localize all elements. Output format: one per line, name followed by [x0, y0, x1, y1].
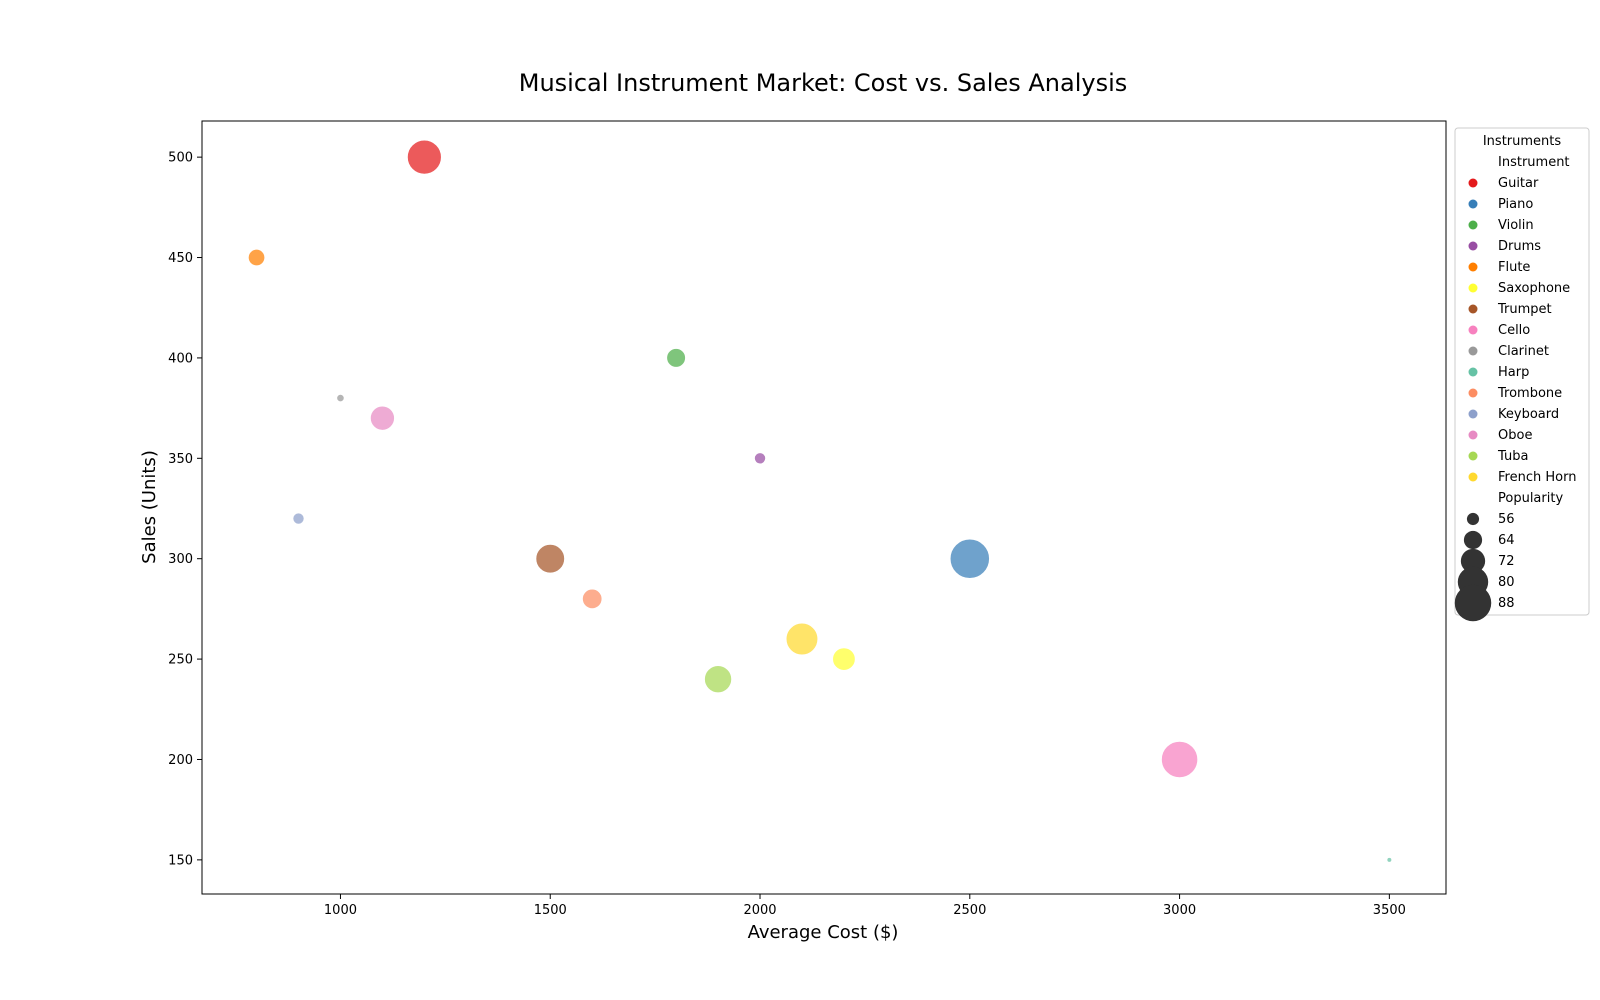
legend-item-label: Trombone	[1497, 386, 1562, 401]
y-tick-label: 250	[168, 653, 193, 668]
point-flute	[247, 248, 266, 267]
data-points	[247, 139, 1393, 863]
plot-area	[201, 120, 1447, 895]
legend-item-label: Saxophone	[1498, 281, 1570, 296]
legend-item-label: Drums	[1498, 239, 1541, 254]
legend-item-label: Guitar	[1498, 176, 1539, 191]
y-tick-label: 450	[168, 251, 193, 266]
legend-title: Instruments	[1483, 134, 1562, 149]
point-trumpet	[535, 543, 566, 574]
x-tick-label: 2500	[953, 903, 986, 918]
legend-size-marker	[1463, 530, 1483, 550]
legend-item-label: Clarinet	[1498, 344, 1549, 359]
x-axis-ticks: 1000 1500 2000 2500 3000 3500	[324, 894, 1406, 918]
y-axis-label: Sales (Units)	[139, 450, 160, 564]
legend-box	[1454, 127, 1590, 616]
x-axis-label: Average Cost ($)	[748, 922, 899, 943]
point-cello	[1160, 740, 1199, 779]
legend-size-label: 80	[1498, 575, 1515, 590]
chart-title: Musical Instrument Market: Cost vs. Sale…	[519, 69, 1128, 97]
legend-item-label: Piano	[1498, 197, 1533, 212]
legend-size-label: 64	[1498, 533, 1515, 548]
x-tick-label: 2000	[743, 903, 776, 918]
point-drums	[753, 452, 767, 465]
y-tick-label: 150	[168, 853, 193, 868]
legend-marker	[1468, 262, 1478, 272]
point-violin	[666, 347, 687, 368]
legend-marker	[1468, 346, 1478, 356]
point-french-horn	[785, 622, 819, 656]
legend-item-label: Oboe	[1498, 428, 1532, 443]
legend-marker	[1468, 409, 1478, 419]
legend-hue-title: Instrument	[1498, 155, 1570, 170]
legend-item-label: Cello	[1498, 323, 1530, 338]
legend-size-label: 56	[1498, 512, 1515, 527]
y-axis-ticks: 150 200 250 300 350 400 450 500	[168, 151, 202, 868]
legend-marker	[1468, 430, 1478, 440]
y-tick-label: 500	[168, 151, 193, 166]
y-tick-label: 300	[168, 552, 193, 567]
legend-marker	[1468, 241, 1478, 251]
legend-size-label: 88	[1498, 596, 1515, 611]
legend-marker	[1468, 472, 1478, 482]
point-clarinet	[336, 393, 345, 403]
legend-item-label: French Horn	[1498, 470, 1576, 485]
legend-marker	[1468, 325, 1478, 335]
legend-size-marker	[1454, 584, 1492, 622]
legend-marker	[1468, 304, 1478, 314]
point-tuba	[703, 664, 733, 694]
legend-item-label: Flute	[1498, 260, 1530, 275]
legend-marker	[1468, 451, 1478, 461]
legend-marker	[1468, 220, 1478, 230]
legend-marker	[1468, 388, 1478, 398]
legend-marker	[1468, 199, 1478, 209]
legend-size-label: 72	[1498, 554, 1515, 569]
y-tick-label: 350	[168, 452, 193, 467]
x-tick-label: 1500	[534, 903, 567, 918]
legend-size-marker	[1460, 548, 1486, 574]
legend-item-label: Tuba	[1497, 449, 1528, 464]
x-tick-label: 3000	[1163, 903, 1196, 918]
legend-marker	[1468, 367, 1478, 377]
legend-item-label: Harp	[1498, 365, 1529, 380]
x-tick-label: 3500	[1373, 903, 1406, 918]
point-keyboard	[292, 512, 305, 525]
point-trombone	[581, 588, 603, 610]
legend-item-label: Keyboard	[1498, 407, 1559, 422]
x-tick-label: 1000	[324, 903, 357, 918]
y-tick-label: 200	[168, 753, 193, 768]
point-oboe	[369, 405, 396, 431]
legend-marker	[1468, 283, 1478, 293]
point-piano	[949, 538, 991, 579]
legend-marker	[1468, 178, 1478, 188]
point-harp	[1386, 856, 1393, 863]
y-tick-label: 400	[168, 351, 193, 366]
legend: Instruments Instrument Guitar Piano Violin…	[1454, 127, 1590, 622]
legend-size-title: Popularity	[1498, 491, 1563, 506]
legend-item-label: Trumpet	[1497, 302, 1552, 317]
legend-item-label: Violin	[1498, 218, 1534, 233]
point-guitar	[406, 139, 442, 175]
point-saxophone	[832, 647, 856, 671]
legend-size-marker	[1466, 512, 1480, 526]
